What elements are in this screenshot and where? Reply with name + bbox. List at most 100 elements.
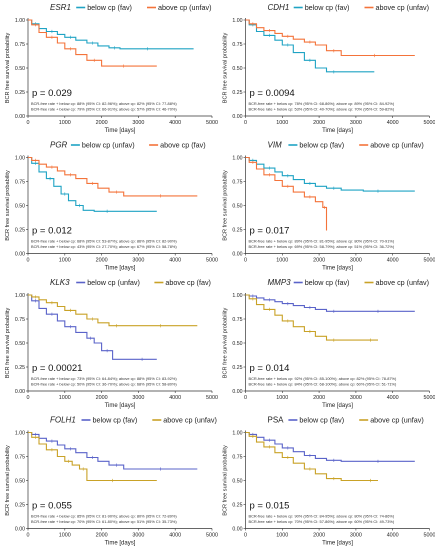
y-tick-label: 0.00 — [15, 389, 25, 395]
y-tick-label: 0.25 — [232, 90, 242, 96]
y-tick-label: 0.00 — [15, 114, 25, 120]
legend-label-1: above cp (unfav) — [376, 3, 430, 12]
x-tick-label: 4000 — [169, 395, 181, 401]
x-tick-label: 2000 — [96, 533, 108, 539]
x-tick-label: 1000 — [276, 533, 288, 539]
y-tick-label: 1.00 — [232, 18, 242, 24]
x-tick-label: 3000 — [350, 258, 362, 264]
x-tick-label: 1000 — [276, 395, 288, 401]
x-tick-label: 2000 — [313, 533, 325, 539]
km-panel-cdh1: CDH1 below cp (fav) above cp (unfav) BCR fr… — [223, 3, 435, 134]
legend-label-1: above cp (unfav) — [370, 416, 424, 425]
legend: FOLH1 below cp (fav) above cp (unfav) — [50, 416, 217, 425]
p-value: p = 0.0094 — [250, 88, 295, 99]
y-tick-label: 0.25 — [15, 503, 25, 509]
bcr-note-2: BCR-free rate + below cp: 70% (95% CI: 6… — [31, 519, 177, 524]
legend: VIM below cp (fav) above cp (unfav) — [268, 141, 424, 150]
y-tick-label: 0.50 — [15, 341, 25, 347]
bcr-note-2: BCR-free rate + below cp: 79% (95% CI: 6… — [31, 107, 177, 112]
y-tick-label: 1.00 — [232, 156, 242, 162]
legend: MMP3 below cp (fav) above cp (unfav) — [268, 278, 430, 287]
legend-gene-label: VIM — [268, 141, 283, 150]
legend-label-1: above cp (unfav) — [163, 416, 217, 425]
x-tick-label: 4000 — [387, 395, 399, 401]
x-tick-label: 5000 — [206, 533, 218, 539]
legend-label-0: below cp (unfav) — [87, 278, 140, 287]
x-tick-label: 0 — [244, 533, 247, 539]
x-tick-label: 3000 — [350, 533, 362, 539]
km-panel-folh1: FOLH1 below cp (fav) above cp (unfav) BCR f… — [5, 416, 218, 547]
x-tick-label: 2000 — [96, 258, 108, 264]
bcr-note-1: BCR-free rate + below cp: 88% (95% CI: 8… — [31, 101, 177, 106]
km-panel-mmp3: MMP3 below cp (fav) above cp (unfav) BCR fr… — [223, 278, 435, 409]
p-value: p = 0.012 — [32, 226, 72, 237]
x-tick-label: 5000 — [424, 533, 435, 539]
legend-gene-label: FOLH1 — [50, 416, 76, 425]
x-tick-label: 2000 — [313, 258, 325, 264]
x-tick-label: 3000 — [132, 258, 144, 264]
x-tick-label: 0 — [244, 395, 247, 401]
x-tick-label: 0 — [27, 120, 30, 126]
y-tick-label: 0.25 — [15, 365, 25, 371]
legend-label-0: below cp (fav) — [305, 3, 350, 12]
km-curve-1 — [28, 156, 198, 197]
y-tick-label: 0.75 — [232, 42, 242, 48]
legend-label-0: below cp (fav) — [87, 3, 132, 12]
bcr-note-2: BCR-free rate + below cp: 69% (95% CI: 5… — [249, 244, 395, 249]
y-tick-label: 0.50 — [232, 204, 242, 210]
x-axis-label: Time [days] — [322, 128, 353, 134]
y-tick-label: 0.00 — [232, 252, 242, 258]
km-curve-0 — [245, 19, 375, 73]
y-tick-label: 0.25 — [232, 228, 242, 234]
x-tick-label: 0 — [244, 258, 247, 264]
y-tick-label: 0.50 — [232, 66, 242, 72]
y-axis-label: BCR free survival probability — [5, 308, 11, 379]
km-curve-0 — [28, 19, 194, 50]
x-tick-label: 5000 — [424, 395, 435, 401]
x-tick-label: 4000 — [387, 533, 399, 539]
legend: PSA below cp (fav) above cp (unfav) — [268, 416, 424, 425]
bcr-note-1: BCR-free rate + below cp: 92% (95% CI: 8… — [249, 376, 398, 381]
y-axis-label: BCR free survival probability — [5, 445, 11, 516]
bcr-note-1: BCR-free rate + below cp: 78% (95% CI: 6… — [249, 101, 395, 106]
x-tick-label: 1000 — [59, 533, 71, 539]
km-curve-0 — [28, 156, 157, 212]
y-axis-label: BCR free survival probability — [223, 170, 229, 241]
x-axis-label: Time [days] — [105, 266, 136, 272]
x-tick-label: 1000 — [276, 258, 288, 264]
x-tick-label: 5000 — [424, 258, 435, 264]
y-tick-label: 0.75 — [15, 42, 25, 48]
y-tick-label: 0.25 — [15, 228, 25, 234]
x-tick-label: 0 — [27, 258, 30, 264]
km-panel-vim: VIM below cp (fav) above cp (unfav) BCR fre… — [223, 141, 435, 272]
p-value: p = 0.015 — [250, 501, 290, 512]
legend-label-1: above cp (unfav) — [370, 141, 424, 150]
p-value: p = 0.014 — [250, 363, 290, 374]
y-tick-label: 1.00 — [15, 431, 25, 437]
y-tick-label: 0.00 — [232, 527, 242, 533]
y-tick-label: 0.00 — [232, 389, 242, 395]
legend-label-1: above cp (unfav) — [158, 3, 212, 12]
km-panel-klk3: KLK3 below cp (unfav) above cp (fav) BCR fr… — [5, 278, 218, 409]
y-tick-label: 0.25 — [232, 365, 242, 371]
y-tick-label: 0.00 — [15, 527, 25, 533]
legend-gene-label: PSA — [268, 416, 285, 425]
x-axis-label: Time [days] — [322, 541, 353, 547]
km-panel-pgr: PGR below cp (unfav) above cp (fav) BCR fre… — [5, 141, 218, 272]
km-curve-1 — [245, 294, 378, 341]
legend: CDH1 below cp (fav) above cp (unfav) — [268, 3, 430, 12]
x-tick-label: 5000 — [206, 395, 218, 401]
x-tick-label: 4000 — [387, 120, 399, 126]
y-tick-label: 0.50 — [232, 341, 242, 347]
x-axis-label: Time [days] — [105, 403, 136, 409]
x-tick-label: 3000 — [350, 120, 362, 126]
y-tick-label: 0.50 — [15, 66, 25, 72]
y-tick-label: 0.50 — [15, 479, 25, 485]
x-tick-label: 0 — [244, 120, 247, 126]
x-tick-label: 2000 — [313, 120, 325, 126]
bcr-note-1: BCR-free rate + below cp: 90% (95% CI: 8… — [249, 514, 395, 519]
x-tick-label: 5000 — [424, 120, 435, 126]
legend-label-0: below cp (fav) — [299, 416, 344, 425]
x-tick-label: 1000 — [59, 395, 71, 401]
